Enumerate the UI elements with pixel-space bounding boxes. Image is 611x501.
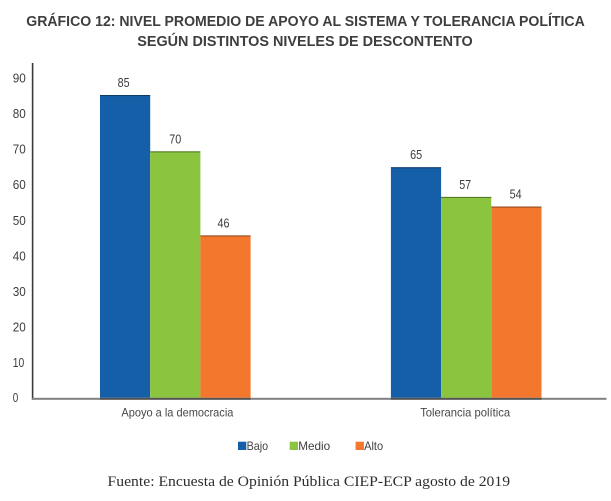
svg-text:40: 40 <box>13 249 26 263</box>
svg-text:46: 46 <box>218 216 230 230</box>
svg-text:54: 54 <box>510 188 522 202</box>
svg-text:0: 0 <box>13 391 18 405</box>
svg-text:Tolerancia política: Tolerancia política <box>420 405 510 419</box>
svg-text:Bajo: Bajo <box>247 439 269 453</box>
svg-text:60: 60 <box>13 178 26 192</box>
svg-text:90: 90 <box>13 72 26 86</box>
svg-text:Alto: Alto <box>364 439 383 453</box>
svg-text:GRÁFICO 12: NIVEL PROMEDIO DE: GRÁFICO 12: NIVEL PROMEDIO DE APOYO AL S… <box>26 13 585 30</box>
svg-text:Apoyo a la democracia: Apoyo a la democracia <box>121 405 233 419</box>
svg-text:70: 70 <box>13 143 26 157</box>
svg-text:85: 85 <box>118 76 130 90</box>
svg-text:50: 50 <box>13 214 26 228</box>
svg-text:SEGÚN DISTINTOS NIVELES DE DES: SEGÚN DISTINTOS NIVELES DE DESCONTENTO <box>137 32 473 50</box>
svg-text:70: 70 <box>169 132 181 146</box>
svg-text:Medio: Medio <box>298 439 330 453</box>
svg-text:20: 20 <box>13 320 26 334</box>
svg-text:30: 30 <box>13 285 26 299</box>
svg-text:10: 10 <box>13 356 24 370</box>
svg-text:57: 57 <box>459 178 471 192</box>
svg-text:Fuente: Encuesta de Opinión Pú: Fuente: Encuesta de Opinión Pública CIEP… <box>108 474 511 490</box>
svg-text:65: 65 <box>410 148 422 162</box>
svg-text:80: 80 <box>13 107 26 121</box>
